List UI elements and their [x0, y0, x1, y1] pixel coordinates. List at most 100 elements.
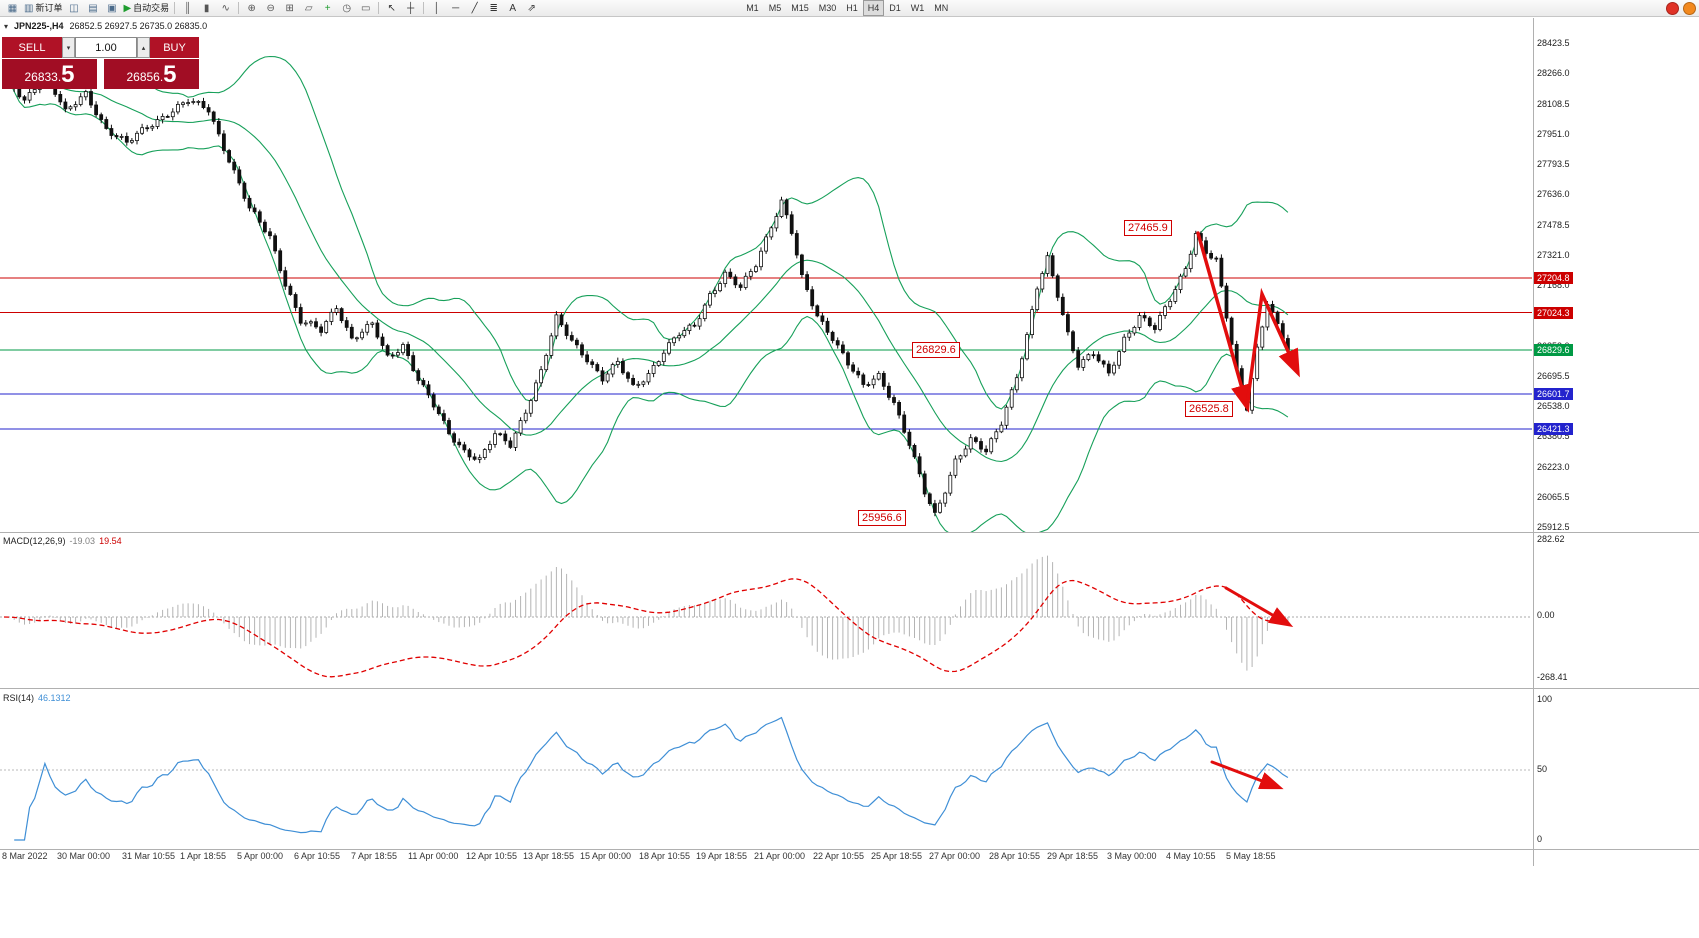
tile-windows-icon[interactable]: ⊞ [280, 1, 299, 16]
chart-ohlc: 26852.5 26927.5 26735.0 26835.0 [69, 21, 208, 31]
date-label: 1 Apr 18:55 [180, 851, 227, 861]
market-watch-icon[interactable]: ▤ [83, 1, 102, 16]
price-axis-line [1533, 18, 1534, 866]
toolbar-right [1662, 1, 1696, 15]
periods-icon[interactable]: ◷ [337, 1, 356, 16]
y-axis-label: 27321.0 [1537, 249, 1570, 260]
date-label: 13 Apr 18:55 [523, 851, 575, 861]
horizontal-line-icon[interactable]: ─ [446, 1, 465, 16]
zoom-out-icon[interactable]: ⊖ [261, 1, 280, 16]
toolbar-separator [174, 2, 176, 14]
autotrading-button-label: 自动交易 [133, 2, 170, 13]
toolbar: ▦ ▥ 新订单 ◫ ▤ ▣ ▶ 自动交易 ║ ▮ ∿ ⊕ ⊖ ⊞ ▱ + ◷ ▭ ↖ ┼ │ ─ ╱ ≣ A ⇗ M1 M5 M15 M… [0, 0, 1699, 17]
data-window-icon: ▣ [107, 2, 117, 14]
timeframe-d1[interactable]: D1 [889, 3, 901, 13]
date-label: 7 Apr 18:55 [351, 851, 398, 861]
date-label: 12 Apr 10:55 [466, 851, 518, 861]
price-annotation[interactable]: 26525.8 [1185, 400, 1233, 417]
timeframe-h1[interactable]: H1 [846, 3, 858, 13]
arrows-tool-icon[interactable]: ⇗ [522, 1, 541, 16]
trade-panel-divider [97, 59, 104, 89]
price-annotation[interactable]: 25956.6 [858, 510, 906, 527]
timeframe-mn[interactable]: MN [934, 3, 949, 13]
text-label-icon: A [509, 2, 517, 14]
sell-price-big-digit: 5 [61, 61, 75, 88]
rsi-label: RSI(14) [3, 693, 35, 703]
market-watch-icon: ▤ [88, 2, 98, 14]
toolbar-separator [378, 2, 380, 14]
rsi-axis-label: 0 [1537, 834, 1543, 844]
chart-title: ▾ JPN225-,H4 26852.5 26927.5 26735.0 268… [4, 21, 207, 31]
price-annotation[interactable]: 27465.9 [1124, 219, 1172, 236]
sell-price-display[interactable]: 26833. 5 [2, 59, 97, 89]
templates-icon[interactable]: ▭ [356, 1, 375, 16]
add-indicator-icon[interactable]: + [318, 1, 337, 16]
timeframe-h4[interactable]: H4 [862, 0, 885, 16]
horizontal-line-icon: ─ [452, 2, 460, 14]
macd-axis-label: -268.41 [1537, 672, 1568, 682]
timeframe-m1[interactable]: M1 [746, 3, 759, 13]
timeframe-bar: M1 M5 M15 M30 H1 H4 D1 W1 MN [741, 0, 953, 16]
date-label: 31 Mar 10:55 [122, 851, 176, 861]
buy-price-display[interactable]: 26856. 5 [104, 59, 199, 89]
crosshair-icon[interactable]: ┼ [401, 1, 420, 16]
date-label: 30 Mar 00:00 [57, 851, 111, 861]
buy-button[interactable]: BUY [150, 37, 199, 58]
macd-info: MACD(12,26,9) -19.03 19.54 [3, 536, 122, 546]
volume-decrease-button[interactable]: ▾ [62, 37, 75, 58]
timeframe-m5[interactable]: M5 [768, 3, 782, 13]
sell-button[interactable]: SELL [2, 37, 62, 58]
rsi-value: 46.1312 [38, 693, 71, 703]
line-chart-icon[interactable]: ∿ [216, 1, 235, 16]
trade-price-row: 26833. 5 26856. 5 [2, 59, 199, 89]
y-axis-label: 28108.5 [1537, 98, 1570, 109]
text-label-icon[interactable]: A [503, 1, 522, 16]
date-label: 4 May 10:55 [1166, 851, 1216, 861]
bar-chart-icon: ║ [184, 2, 192, 14]
cascade-windows-icon: ▱ [304, 2, 313, 14]
data-window-icon[interactable]: ▣ [102, 1, 121, 16]
bar-chart-icon[interactable]: ║ [178, 1, 197, 16]
cursor-icon[interactable]: ↖ [382, 1, 401, 16]
trendline-icon: ╱ [471, 2, 478, 14]
one-click-collapse-icon[interactable]: ▾ [4, 21, 9, 31]
candlestick-icon[interactable]: ▮ [197, 1, 216, 16]
templates-icon: ▭ [360, 2, 371, 14]
vertical-line-icon[interactable]: │ [427, 1, 446, 16]
new-chart-icon[interactable]: ▦ [3, 1, 22, 16]
macd-rsi-separator[interactable] [0, 688, 1699, 689]
arrows-tool-icon: ⇗ [527, 2, 536, 14]
volume-input[interactable]: 1.00 [75, 37, 137, 58]
volume-increase-button[interactable]: ▴ [137, 37, 150, 58]
profiles-icon[interactable]: ◫ [64, 1, 83, 16]
zoom-in-icon[interactable]: ⊕ [242, 1, 261, 16]
trendline-icon[interactable]: ╱ [465, 1, 484, 16]
tile-windows-icon: ⊞ [285, 2, 294, 14]
y-axis-label: 27793.5 [1537, 159, 1570, 169]
community-icon[interactable] [1683, 1, 1696, 15]
date-label: 25 Apr 18:55 [871, 851, 923, 861]
y-axis-label: 27636.0 [1537, 189, 1570, 200]
new-order-button[interactable]: ▥ 新订单 [22, 1, 64, 16]
fibonacci-icon[interactable]: ≣ [484, 1, 503, 16]
sell-price-small: 26833. [24, 70, 62, 84]
autotrading-button[interactable]: ▶ 自动交易 [121, 1, 171, 16]
live-update-icon[interactable] [1666, 1, 1679, 15]
zoom-in-icon: ⊕ [247, 2, 256, 14]
macd-axis-label: 282.62 [1537, 534, 1565, 544]
toolbar-items: ▦ ▥ 新订单 ◫ ▤ ▣ ▶ 自动交易 ║ ▮ ∿ ⊕ ⊖ ⊞ ▱ + ◷ ▭ ↖ ┼ │ ─ ╱ ≣ A ⇗ [3, 1, 541, 16]
price-chart-canvas[interactable] [0, 20, 1532, 532]
cascade-windows-icon[interactable]: ▱ [299, 1, 318, 16]
candlestick-icon: ▮ [203, 2, 210, 14]
price-macd-separator[interactable] [0, 532, 1699, 533]
rsi-panel-canvas[interactable] [0, 690, 1532, 848]
price-annotation[interactable]: 26829.6 [912, 342, 960, 359]
y-axis-label: 27478.5 [1537, 219, 1570, 230]
timeframe-m15[interactable]: M15 [791, 3, 809, 13]
date-label: 22 Apr 10:55 [813, 851, 865, 861]
price-level-label: 26421.3 [1534, 422, 1573, 435]
macd-panel-canvas[interactable] [0, 533, 1532, 687]
timeframe-m30[interactable]: M30 [818, 3, 837, 13]
timeframe-w1[interactable]: W1 [910, 3, 925, 13]
